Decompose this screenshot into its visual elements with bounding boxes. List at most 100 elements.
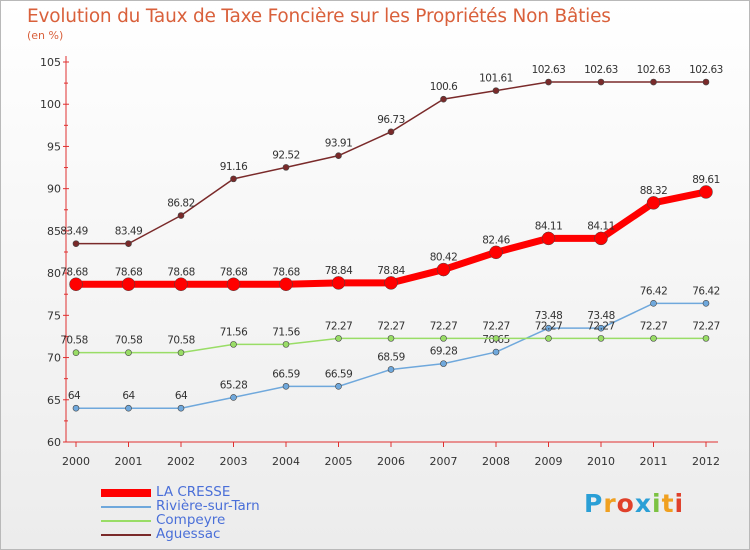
- x-tick-label: 2011: [640, 455, 668, 468]
- data-point: [597, 335, 605, 342]
- data-point: [384, 276, 398, 290]
- x-tick-label: 2005: [325, 455, 353, 468]
- data-point: [545, 335, 552, 342]
- data-label: 93.91: [325, 138, 353, 150]
- data-point: [387, 128, 395, 136]
- x-tick-label: 2008: [482, 455, 510, 468]
- data-label: 78.68: [115, 266, 143, 278]
- data-point: [279, 277, 293, 292]
- logo-letter: o: [616, 489, 635, 518]
- x-tick-label: 2007: [430, 455, 458, 468]
- data-point: [230, 341, 237, 348]
- y-tick-label: 80: [47, 267, 61, 280]
- logo-letter: t: [661, 489, 675, 518]
- data-label: 72.27: [430, 320, 458, 332]
- data-label: 76.42: [692, 285, 720, 297]
- data-point: [650, 300, 657, 307]
- chart-unit-label: (en %): [27, 29, 64, 42]
- data-label: 78.68: [60, 266, 88, 278]
- data-point: [489, 245, 503, 260]
- x-tick-label: 2001: [115, 455, 143, 468]
- data-point: [702, 78, 710, 86]
- data-label: 101.61: [479, 73, 513, 85]
- data-point: [230, 394, 237, 401]
- x-tick-label: 2010: [587, 455, 615, 468]
- data-label: 78.68: [220, 266, 248, 278]
- data-label: 65.28: [220, 379, 248, 391]
- data-label: 82.46: [482, 234, 510, 246]
- data-point: [177, 212, 185, 219]
- logo-letter: P: [584, 489, 604, 518]
- y-tick-label: 105: [40, 56, 61, 69]
- data-label: 100.6: [430, 81, 458, 93]
- chart-title: Evolution du Taux de Taxe Foncière sur l…: [27, 6, 611, 27]
- proxiti-logo: Proxiti: [584, 489, 684, 518]
- x-tick-label: 2004: [272, 455, 300, 468]
- data-point: [335, 152, 342, 159]
- data-point: [282, 383, 290, 390]
- data-point: [226, 277, 241, 292]
- data-point: [436, 262, 451, 277]
- legend-label: Aguessac: [156, 526, 221, 542]
- data-point: [492, 348, 500, 356]
- data-label: 70.58: [167, 335, 195, 347]
- data-point: [331, 276, 346, 290]
- data-label: 102.63: [689, 64, 723, 76]
- data-point: [597, 78, 605, 86]
- data-point: [282, 164, 290, 171]
- data-point: [177, 349, 185, 356]
- data-label: 73.48: [535, 310, 563, 322]
- data-label: 89.61: [692, 174, 720, 186]
- data-point: [125, 240, 132, 247]
- y-tick-label: 75: [47, 309, 61, 322]
- data-point: [492, 335, 500, 342]
- data-label: 72.27: [377, 320, 405, 332]
- y-tick-label: 95: [47, 140, 61, 153]
- logo-letter: r: [603, 489, 617, 518]
- legend-item: Aguessac: [101, 526, 341, 542]
- data-label: 69.28: [430, 346, 458, 358]
- data-label: 102.63: [637, 64, 671, 76]
- data-label: 66.59: [325, 368, 353, 380]
- chart-legend: LA CRESSE Rivière-sur-Tarn Compeyre Aguessa…: [101, 484, 341, 542]
- y-tick-label: 85: [47, 225, 61, 238]
- data-label: 91.16: [220, 161, 248, 173]
- y-tick-label: 70: [47, 352, 61, 365]
- data-label: 72.27: [482, 320, 510, 332]
- data-point: [440, 360, 447, 367]
- data-label: 84.11: [587, 220, 615, 232]
- data-point: [594, 231, 608, 246]
- data-point: [174, 277, 188, 292]
- legend-label: Compeyre: [156, 512, 226, 528]
- data-label: 72.27: [692, 320, 720, 332]
- data-point: [335, 383, 342, 390]
- legend-item: Rivière-sur-Tarn: [101, 498, 341, 514]
- x-tick-label: 2012: [692, 455, 720, 468]
- legend-label: LA CRESSE: [156, 484, 231, 500]
- data-point: [72, 404, 80, 412]
- data-label: 71.56: [272, 326, 300, 338]
- data-label: 68.59: [377, 351, 405, 363]
- data-point: [545, 78, 552, 86]
- data-label: 64: [122, 390, 135, 402]
- legend-label: Rivière-sur-Tarn: [156, 498, 260, 514]
- legend-swatch: [101, 506, 151, 508]
- data-label: 84.11: [535, 220, 563, 232]
- data-label: 80.42: [430, 252, 458, 264]
- data-point: [440, 95, 447, 103]
- data-label: 70.58: [60, 335, 88, 347]
- logo-letter: i: [674, 489, 685, 518]
- legend-item: Compeyre: [101, 512, 341, 528]
- data-point: [230, 175, 237, 183]
- data-label: 83.49: [60, 226, 88, 238]
- y-tick-label: 100: [40, 98, 61, 111]
- y-tick-label: 60: [47, 436, 61, 449]
- data-point: [387, 335, 395, 342]
- data-label: 92.52: [272, 149, 300, 161]
- data-point: [541, 231, 556, 246]
- legend-swatch: [101, 534, 151, 536]
- data-point: [646, 196, 661, 210]
- y-tick-label: 65: [47, 394, 61, 407]
- logo-letter: x: [634, 489, 652, 518]
